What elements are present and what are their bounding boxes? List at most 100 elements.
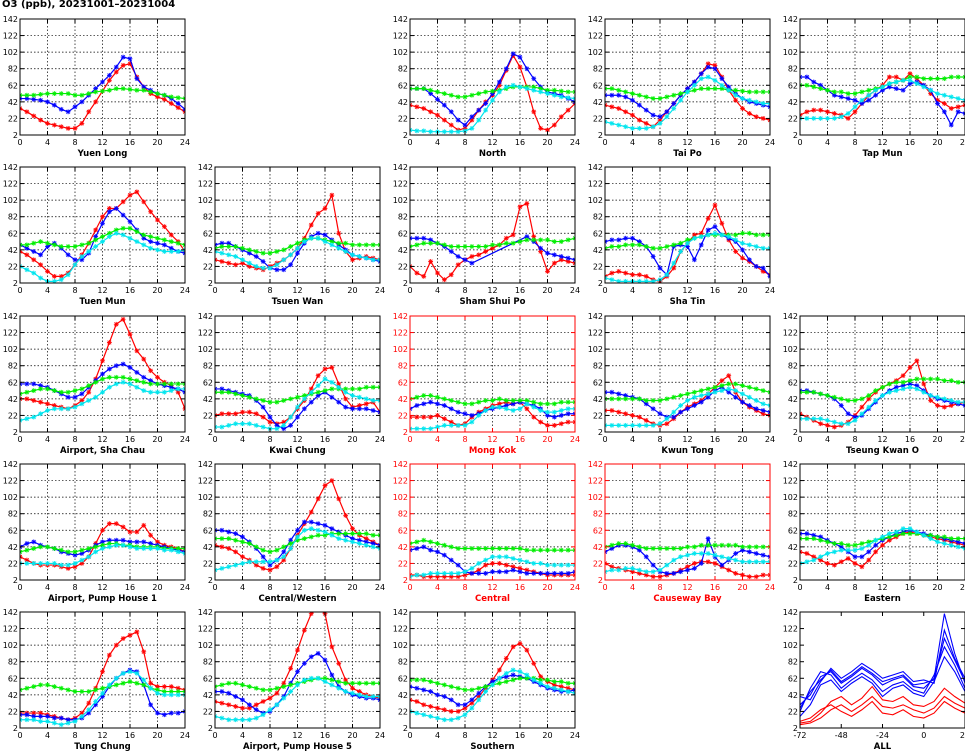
plot-area [800, 613, 965, 726]
y-tick-label: 62 [593, 378, 603, 387]
data-point-cyan [538, 89, 544, 95]
data-point-cyan [643, 569, 649, 575]
data-point-cyan [315, 675, 321, 681]
y-tick-label: 102 [393, 345, 408, 354]
y-tick-label: 122 [393, 477, 408, 486]
data-point-cyan [106, 384, 112, 390]
data-point-cyan [86, 398, 92, 403]
data-point-cyan [811, 416, 817, 422]
x-tick-label: 0 [407, 731, 412, 740]
data-point-red [671, 265, 677, 271]
data-point-blue [455, 117, 461, 123]
data-point-green [120, 86, 126, 91]
data-point-blue [100, 371, 105, 377]
data-point-cyan [24, 717, 30, 723]
data-point-cyan [233, 254, 239, 259]
data-point-cyan [295, 682, 300, 688]
x-tick-label: 4 [45, 286, 50, 295]
data-point-cyan [58, 277, 64, 283]
x-tick-label: 20 [542, 435, 552, 444]
data-point-red [428, 704, 434, 709]
data-point-green [496, 680, 502, 686]
data-point-cyan [545, 91, 550, 96]
data-point-green [441, 682, 447, 688]
y-tick-label: 22 [8, 707, 18, 716]
data-point-red [233, 411, 239, 417]
y-tick-label: 122 [783, 329, 798, 338]
data-point-cyan [538, 561, 544, 566]
x-tick-label: 20 [932, 583, 942, 592]
data-point-cyan [410, 127, 413, 133]
data-point-cyan [106, 544, 112, 550]
data-point-green [678, 546, 684, 551]
data-point-red [219, 700, 225, 706]
data-point-cyan [746, 242, 752, 248]
data-point-green [565, 399, 571, 405]
data-point-green [746, 230, 752, 236]
data-point-green [616, 541, 622, 546]
x-tick-label: 4 [45, 583, 50, 592]
y-tick-label: 62 [788, 526, 798, 535]
data-point-cyan [428, 570, 434, 576]
data-point-cyan [740, 391, 745, 397]
data-point-green [435, 541, 440, 546]
data-point-green [421, 677, 427, 683]
data-point-cyan [38, 561, 44, 566]
y-tick-label: 102 [3, 345, 18, 354]
data-point-blue [58, 715, 64, 721]
data-point-blue [565, 570, 571, 576]
data-point-green [462, 244, 468, 249]
data-point-blue [127, 219, 133, 225]
x-axis-label: Airport, Pump House 5 [243, 742, 352, 752]
data-point-cyan [350, 539, 355, 545]
y-tick-label: 122 [393, 32, 408, 41]
data-point-green [503, 546, 509, 551]
data-point-green [469, 92, 475, 98]
data-point-red [31, 710, 37, 716]
y-tick-label: 22 [8, 411, 18, 420]
data-point-green [20, 92, 23, 98]
data-point-red [155, 217, 160, 223]
data-point-green [476, 685, 482, 691]
data-point-green [410, 541, 413, 546]
data-point-green [315, 532, 321, 538]
y-tick-label: 122 [198, 329, 213, 338]
x-tick-label: 12 [487, 435, 497, 444]
data-point-cyan [260, 265, 266, 271]
x-tick-label: 0 [212, 583, 217, 592]
data-point-green [531, 547, 537, 553]
data-point-red [233, 262, 239, 268]
data-point-blue [616, 237, 622, 243]
data-point-cyan [753, 398, 759, 403]
data-point-green [141, 682, 147, 688]
data-point-cyan [941, 396, 947, 402]
data-point-cyan [510, 82, 516, 88]
data-point-cyan [329, 532, 335, 538]
data-point-green [168, 239, 174, 244]
x-tick-label: 24 [180, 286, 190, 295]
data-point-green [455, 399, 461, 405]
y-tick-label: 82 [593, 510, 603, 519]
data-point-red [551, 260, 557, 266]
data-point-green [928, 76, 934, 82]
data-point-cyan [900, 526, 906, 532]
data-point-red [120, 636, 126, 641]
data-point-green [45, 91, 50, 96]
data-point-red [148, 680, 154, 686]
data-point-red [907, 364, 913, 370]
data-point-cyan [873, 398, 879, 403]
data-point-blue [962, 541, 965, 546]
data-point-cyan [565, 689, 571, 694]
y-tick-label: 42 [8, 98, 18, 107]
data-point-green [93, 687, 99, 693]
x-tick-label: 8 [462, 731, 467, 740]
y-tick-label: 22 [788, 559, 798, 568]
data-point-green [356, 531, 362, 536]
y-tick-label: 122 [783, 32, 798, 41]
data-point-red [127, 192, 133, 198]
data-point-red [448, 709, 454, 714]
data-point-cyan [267, 707, 273, 713]
data-point-cyan [517, 557, 523, 563]
data-point-red [336, 230, 342, 236]
data-point-cyan [510, 667, 516, 673]
